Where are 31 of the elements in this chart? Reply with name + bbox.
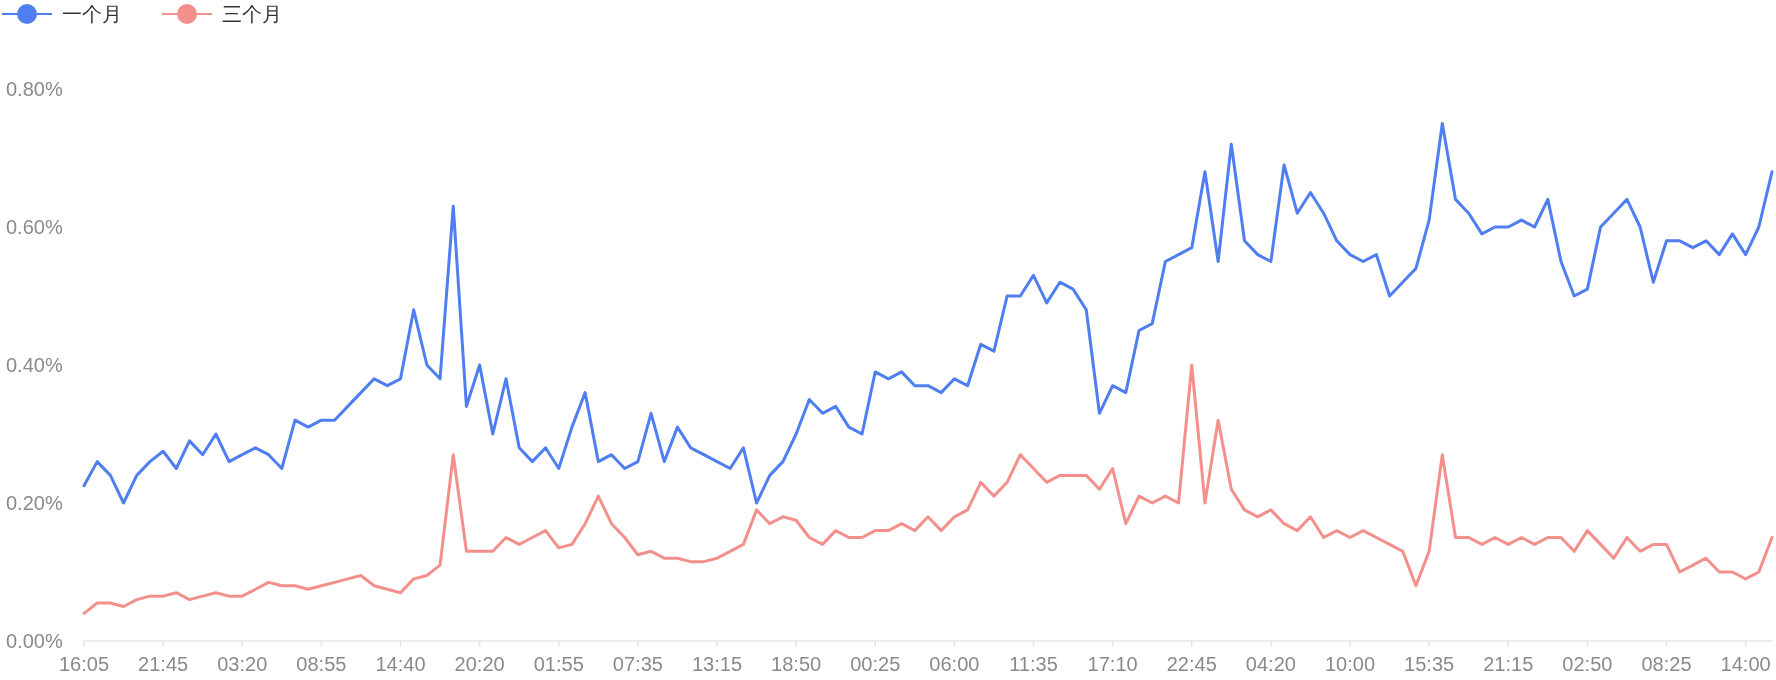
x-tick-label: 18:50 bbox=[771, 653, 822, 675]
x-tick-label: 00:25 bbox=[850, 653, 901, 675]
x-tick-label: 01:55 bbox=[533, 653, 584, 675]
x-tick-label: 15:35 bbox=[1404, 653, 1455, 675]
x-tick-label: 02:50 bbox=[1562, 653, 1613, 675]
x-tick-label: 22:45 bbox=[1166, 653, 1217, 675]
x-tick-label: 10:00 bbox=[1324, 653, 1376, 675]
y-tick-label: 0.80% bbox=[6, 78, 63, 100]
x-tick-label: 08:55 bbox=[296, 653, 347, 675]
x-tick-label: 04:20 bbox=[1245, 653, 1296, 675]
x-tick-label: 17:10 bbox=[1087, 653, 1138, 675]
legend-label: 一个月 bbox=[62, 3, 122, 25]
x-tick-label: 03:20 bbox=[217, 653, 268, 675]
legend-label: 三个月 bbox=[222, 3, 282, 25]
x-tick-label: 21:15 bbox=[1483, 653, 1534, 675]
legend-三个月: 三个月 bbox=[161, 3, 282, 25]
x-tick-label: 20:20 bbox=[454, 653, 505, 675]
x-tick-label: 14:00 bbox=[1720, 653, 1771, 675]
x-tick-label: 07:35 bbox=[612, 653, 663, 675]
x-tick-label: 08:25 bbox=[1641, 653, 1692, 675]
y-tick-label: 0.00% bbox=[6, 630, 63, 652]
x-tick-label: 06:00 bbox=[929, 653, 980, 675]
x-tick-label: 16:05 bbox=[58, 653, 110, 675]
x-tick-label: 21:45 bbox=[138, 653, 189, 675]
y-tick-label: 0.60% bbox=[6, 216, 63, 238]
x-tick-label: 11:35 bbox=[1009, 653, 1058, 675]
y-tick-label: 0.20% bbox=[6, 492, 63, 514]
legend-一个月: 一个月 bbox=[1, 3, 122, 25]
x-tick-label: 14:40 bbox=[375, 653, 426, 675]
x-tick-label: 13:15 bbox=[691, 653, 743, 675]
y-tick-label: 0.40% bbox=[6, 354, 63, 376]
